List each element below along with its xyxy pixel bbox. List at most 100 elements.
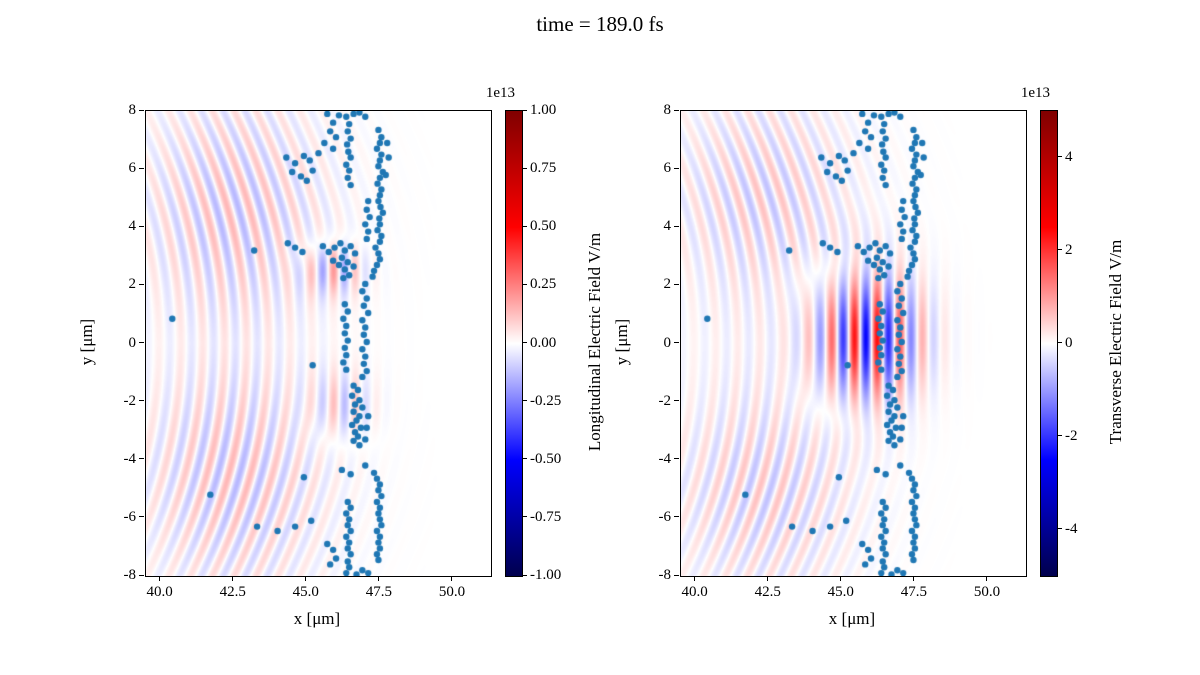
colorbar-tick-mark xyxy=(1058,342,1062,343)
y-tick-label: -2 xyxy=(123,392,137,409)
colorbar-tick-mark xyxy=(523,283,527,285)
colorbar-scale-right: 1e13 xyxy=(1020,85,1050,101)
colorbar-tick-mark xyxy=(523,167,527,169)
y-tick-mark xyxy=(139,458,144,460)
colorbar-tick-label: 0.00 xyxy=(530,334,557,351)
colorbar-tick-label: -4 xyxy=(1065,520,1078,537)
x-tick-mark xyxy=(694,576,696,581)
colorbar-scale-left: 1e13 xyxy=(485,85,515,101)
y-tick-mark xyxy=(674,458,679,460)
y-tick-mark xyxy=(674,167,679,169)
colorbar-gradient xyxy=(505,110,523,577)
y-tick-label: 0 xyxy=(128,334,137,351)
field-scatter-canvas xyxy=(146,111,491,576)
colorbar-tick-mark xyxy=(1058,435,1062,436)
y-tick-label: -2 xyxy=(658,392,672,409)
x-axis-label-left: x [μm] xyxy=(293,609,341,628)
x-tick-label: 45.0 xyxy=(292,584,319,600)
y-tick-label: -4 xyxy=(658,450,672,467)
x-axis-label-right: x [μm] xyxy=(828,609,876,628)
colorbar-tick-label: -0.50 xyxy=(530,450,562,467)
y-tick-mark xyxy=(674,283,679,285)
x-tick-label: 50.0 xyxy=(438,584,466,600)
figure-title: time = 189.0 fs xyxy=(536,12,664,36)
y-tick-mark xyxy=(139,167,144,169)
y-tick-mark xyxy=(139,400,144,402)
x-tick-mark xyxy=(840,576,842,581)
y-tick-label: -6 xyxy=(658,508,672,525)
colorbar-tick-label: 2 xyxy=(1065,241,1073,258)
colorbar-tick-mark xyxy=(1058,156,1062,157)
y-tick-mark xyxy=(674,516,679,518)
x-tick-label: 42.5 xyxy=(754,584,781,600)
y-tick-label: 2 xyxy=(663,276,672,293)
y-tick-label: 0 xyxy=(663,334,672,351)
colorbar-label-right: Transverse Electric Field V/m xyxy=(1106,239,1125,445)
x-tick-mark xyxy=(451,576,453,581)
colorbar-tick-mark xyxy=(523,400,527,402)
colorbar-tick-label: -0.25 xyxy=(530,392,562,409)
x-tick-label: 45.0 xyxy=(827,584,854,600)
y-tick-label: -8 xyxy=(658,567,672,583)
colorbar-tick-mark xyxy=(523,458,527,460)
y-tick-mark xyxy=(139,225,144,227)
y-tick-label: 8 xyxy=(128,102,137,118)
x-tick-mark xyxy=(305,576,307,581)
y-tick-label: 4 xyxy=(663,218,672,235)
y-tick-label: 8 xyxy=(663,102,672,118)
x-tick-mark xyxy=(232,576,234,581)
x-tick-label: 50.0 xyxy=(973,584,1001,600)
y-tick-mark xyxy=(674,342,679,343)
y-tick-mark xyxy=(674,400,679,402)
colorbar-tick-label: 0.75 xyxy=(530,160,557,177)
y-tick-mark xyxy=(139,283,144,285)
colorbar-tick-label: -0.75 xyxy=(530,508,562,525)
y-tick-mark xyxy=(674,574,679,576)
y-tick-label: 2 xyxy=(128,276,137,293)
colorbar-tick-mark xyxy=(523,516,527,518)
colorbar-gradient xyxy=(1040,110,1058,577)
colorbar-tick-mark xyxy=(523,109,527,111)
axes-box xyxy=(145,110,492,577)
y-tick-mark xyxy=(139,574,144,576)
y-tick-mark xyxy=(674,109,679,111)
colorbar-tick-label: 0 xyxy=(1065,334,1073,351)
y-axis-label-right: y [μm] xyxy=(612,318,631,366)
colorbar-tick-mark xyxy=(523,225,527,227)
y-tick-label: 6 xyxy=(663,160,672,177)
colorbar-tick-label: 0.25 xyxy=(530,276,557,293)
field-scatter-canvas xyxy=(681,111,1026,576)
x-tick-label: 47.5 xyxy=(900,584,928,600)
x-tick-mark xyxy=(159,576,161,581)
colorbar-tick-mark xyxy=(1058,528,1062,529)
y-tick-label: -8 xyxy=(123,567,137,583)
x-tick-label: 40.0 xyxy=(146,584,173,600)
axes-box xyxy=(680,110,1027,577)
x-tick-label: 42.5 xyxy=(219,584,246,600)
colorbar-tick-mark xyxy=(523,574,527,576)
y-axis-label-left: y [μm] xyxy=(77,318,96,366)
colorbar-tick-label: -1.00 xyxy=(530,567,562,583)
y-tick-label: 6 xyxy=(128,160,137,177)
x-tick-mark xyxy=(767,576,769,581)
colorbar-label-left: Longitudinal Electric Field V/m xyxy=(585,232,604,452)
y-tick-label: -4 xyxy=(123,450,137,467)
y-tick-mark xyxy=(139,342,144,343)
y-tick-mark xyxy=(139,516,144,518)
colorbar-tick-label: 4 xyxy=(1065,148,1073,165)
colorbar-tick-mark xyxy=(1058,249,1062,250)
y-tick-label: -6 xyxy=(123,508,137,525)
x-tick-label: 47.5 xyxy=(365,584,393,600)
y-tick-mark xyxy=(674,225,679,227)
x-tick-mark xyxy=(986,576,988,581)
y-tick-mark xyxy=(139,109,144,111)
y-tick-label: 4 xyxy=(128,218,137,235)
x-tick-label: 40.0 xyxy=(681,584,708,600)
colorbar-tick-label: -2 xyxy=(1065,427,1078,444)
colorbar-tick-label: 0.50 xyxy=(530,218,557,235)
x-tick-mark xyxy=(913,576,915,581)
colorbar-tick-label: 1.00 xyxy=(530,102,557,118)
